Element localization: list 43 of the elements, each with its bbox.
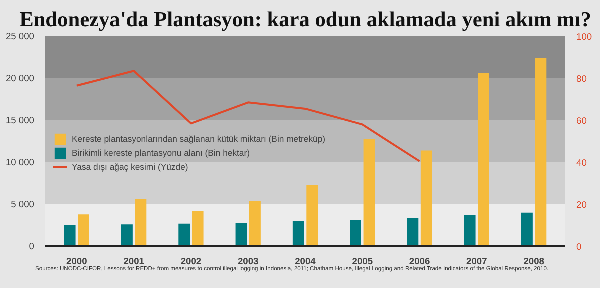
- x-tick-label: 2005: [352, 256, 374, 266]
- y-tick-label: 5 000: [11, 200, 34, 210]
- bar: [420, 150, 432, 246]
- bar: [350, 220, 362, 246]
- bar: [135, 199, 147, 246]
- bar: [236, 222, 248, 246]
- y2-tick-label: 20: [576, 200, 587, 210]
- bar: [535, 58, 547, 246]
- bar: [192, 211, 204, 246]
- x-tick-label: 2008: [524, 256, 544, 266]
- x-tick-label: 2002: [180, 256, 202, 266]
- legend-label: Kereste plantasyonlarından sağlanan kütük miktarı (Bin metreküp): [72, 134, 326, 144]
- legend-label: Birikimli kereste plantasyonu alanı (Bin hektar): [72, 148, 250, 158]
- x-tick-label: 2007: [466, 256, 488, 266]
- bar: [64, 226, 76, 246]
- y-tick-label: 0: [29, 242, 35, 252]
- y-tick-label: 20 000: [6, 74, 34, 84]
- y2-tick-label: 60: [576, 116, 587, 126]
- bar: [122, 224, 133, 246]
- x-tick-label: 2006: [409, 256, 430, 266]
- x-tick-label: 2004: [295, 256, 317, 266]
- bar: [78, 214, 90, 246]
- y2-tick-label: 80: [576, 74, 587, 84]
- bar: [364, 138, 376, 246]
- x-tick-label: 2003: [238, 256, 259, 266]
- y2-tick-label: 40: [576, 158, 587, 168]
- chart-title: Endonezya'da Plantasyon: kara odun aklamada yeni akım mı?: [20, 8, 592, 32]
- bar: [306, 185, 318, 246]
- y2-tick-label: 0: [576, 242, 582, 252]
- bar: [478, 73, 490, 246]
- y-tick-label: 10 000: [6, 158, 34, 168]
- y-tick-label: 15 000: [6, 116, 34, 126]
- y-tick-label: 25 000: [6, 32, 34, 42]
- bar: [407, 218, 419, 246]
- x-tick-label: 2001: [124, 256, 144, 266]
- bar: [250, 201, 261, 246]
- bar: [292, 221, 304, 246]
- y2-tick-label: 100: [576, 32, 592, 42]
- bar: [522, 212, 533, 246]
- legend-label: Yasa dışı ağaç kesimi (Yüzde): [72, 162, 188, 172]
- x-tick-label: 2000: [66, 256, 88, 266]
- bar: [178, 224, 190, 246]
- bar: [464, 215, 476, 246]
